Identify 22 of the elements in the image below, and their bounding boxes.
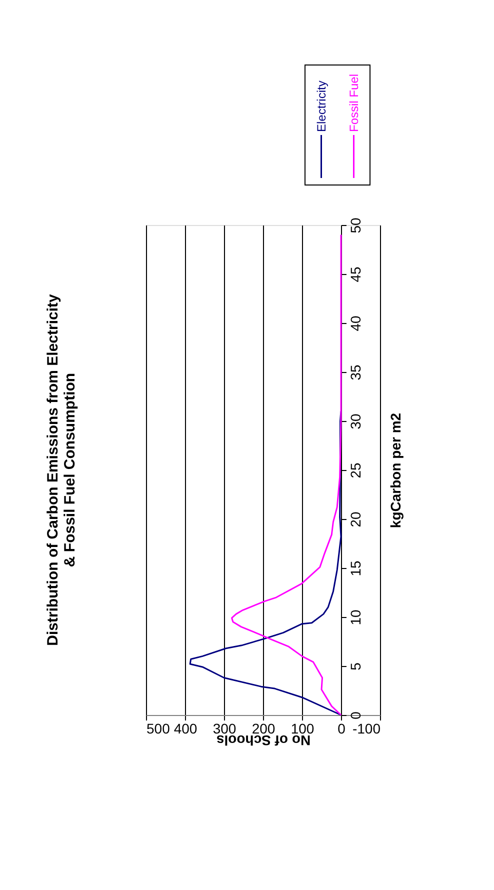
y-tick-label: 45: [348, 266, 364, 282]
line-series: [189, 410, 342, 716]
x-tick-label: 500: [146, 720, 170, 736]
y-tick-label: 15: [348, 560, 364, 576]
text: Distribution of Carbon Emissions from Electricity: [44, 294, 62, 646]
y-axis-title: kgCarbon per m2: [388, 412, 404, 528]
y-tick-label: 5: [348, 662, 364, 670]
text: Fossil Fuel: [346, 74, 361, 132]
y-tick-label: 25: [348, 462, 364, 478]
y-tick-label: 0: [348, 711, 364, 720]
y-tick-label: 40: [348, 316, 364, 332]
line-series: [231, 234, 342, 716]
y-tick-label: 20: [348, 512, 364, 528]
y-tick-label: 50: [348, 218, 364, 234]
text: Electricity: [314, 80, 328, 132]
x-tick-label: 0: [338, 720, 346, 736]
text: & Fossil Fuel Consumption: [62, 372, 78, 568]
y-tick-label: 35: [348, 364, 364, 380]
x-tick-label: 400: [174, 720, 198, 736]
y-tick-label: 10: [348, 610, 364, 626]
y-tick-label: 30: [348, 414, 364, 430]
x-tick-label: -100: [352, 720, 381, 736]
